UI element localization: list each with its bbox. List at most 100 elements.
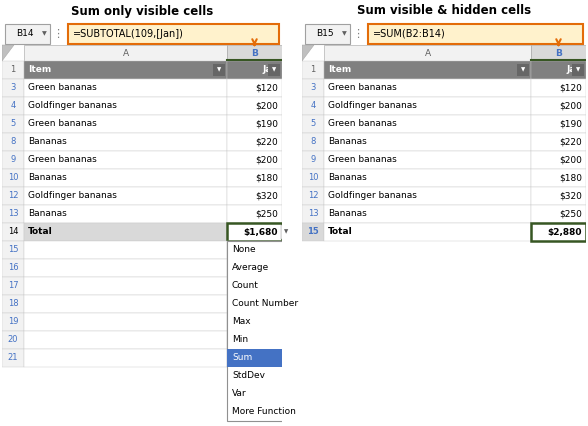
Text: A: A [425,49,430,58]
Text: Max: Max [232,317,250,326]
Text: ⋮: ⋮ [352,29,363,39]
FancyBboxPatch shape [24,79,227,97]
Text: $190: $190 [559,120,582,129]
Text: $220: $220 [255,138,278,147]
Text: Bananas: Bananas [328,138,367,147]
Text: 15: 15 [8,245,18,254]
Text: =SUBTOTAL(109,[Jan]): =SUBTOTAL(109,[Jan]) [73,29,184,39]
Text: Green bananas: Green bananas [328,83,397,92]
FancyBboxPatch shape [2,79,24,97]
Text: B: B [555,49,562,58]
FancyBboxPatch shape [302,115,324,133]
FancyBboxPatch shape [227,349,282,367]
FancyBboxPatch shape [24,115,227,133]
FancyBboxPatch shape [531,45,586,61]
FancyBboxPatch shape [531,97,586,115]
FancyBboxPatch shape [227,349,310,367]
Text: 19: 19 [8,317,18,326]
Text: Sum: Sum [232,354,252,363]
Text: $220: $220 [559,138,582,147]
FancyBboxPatch shape [227,331,282,349]
FancyBboxPatch shape [227,241,310,421]
FancyBboxPatch shape [2,169,24,187]
FancyBboxPatch shape [281,225,291,239]
Text: Count: Count [232,282,259,291]
FancyBboxPatch shape [324,133,531,151]
Text: Sum only visible cells: Sum only visible cells [71,5,213,17]
FancyBboxPatch shape [324,169,531,187]
FancyBboxPatch shape [227,223,282,241]
FancyBboxPatch shape [227,133,282,151]
Text: $250: $250 [255,210,278,219]
Text: 5: 5 [11,120,16,129]
Text: $120: $120 [559,83,582,92]
FancyBboxPatch shape [24,133,227,151]
Text: Item: Item [28,66,51,75]
Text: =SUM(B2:B14): =SUM(B2:B14) [373,29,446,39]
Text: 10: 10 [8,173,18,182]
Text: Total: Total [328,227,353,236]
Text: 8: 8 [11,138,16,147]
Text: Bananas: Bananas [28,138,67,147]
FancyBboxPatch shape [227,277,282,295]
Text: 17: 17 [8,282,18,291]
FancyBboxPatch shape [24,187,227,205]
FancyBboxPatch shape [5,24,50,44]
Text: $200: $200 [255,155,278,164]
Text: Bananas: Bananas [328,173,367,182]
FancyBboxPatch shape [227,115,282,133]
Text: 13: 13 [308,210,318,219]
FancyBboxPatch shape [24,313,227,331]
Text: Count Number: Count Number [232,299,298,308]
FancyBboxPatch shape [324,79,531,97]
Text: 14: 14 [8,227,18,236]
FancyBboxPatch shape [2,241,24,259]
FancyBboxPatch shape [227,61,282,79]
Text: Green bananas: Green bananas [328,155,397,164]
Text: 3: 3 [310,83,316,92]
FancyBboxPatch shape [2,205,24,223]
FancyBboxPatch shape [24,169,227,187]
Text: $200: $200 [255,101,278,110]
FancyBboxPatch shape [227,151,282,169]
FancyBboxPatch shape [531,151,586,169]
FancyBboxPatch shape [227,313,282,331]
FancyBboxPatch shape [2,259,24,277]
FancyBboxPatch shape [531,187,586,205]
FancyBboxPatch shape [302,223,324,241]
FancyBboxPatch shape [24,151,227,169]
Text: Bananas: Bananas [28,173,67,182]
FancyBboxPatch shape [227,205,282,223]
Text: 8: 8 [310,138,316,147]
Text: Green bananas: Green bananas [28,83,97,92]
FancyBboxPatch shape [24,205,227,223]
Text: ▼: ▼ [284,230,288,234]
Text: Goldfinger bananas: Goldfinger bananas [328,101,417,110]
Polygon shape [302,45,314,61]
FancyBboxPatch shape [24,97,227,115]
Text: Bananas: Bananas [28,210,67,219]
FancyBboxPatch shape [324,45,531,61]
Text: Min: Min [232,336,248,345]
Text: $190: $190 [255,120,278,129]
Text: Item: Item [328,66,351,75]
Text: 12: 12 [308,192,318,201]
Text: Sum visible & hidden cells: Sum visible & hidden cells [357,5,531,17]
FancyBboxPatch shape [24,61,227,79]
FancyBboxPatch shape [2,151,24,169]
FancyBboxPatch shape [531,133,586,151]
Text: B15: B15 [316,29,334,38]
Text: Green bananas: Green bananas [28,155,97,164]
Text: ⋮: ⋮ [52,29,64,39]
Text: $320: $320 [255,192,278,201]
Text: B: B [251,49,258,58]
Text: Goldfinger bananas: Goldfinger bananas [28,192,117,201]
FancyBboxPatch shape [302,97,324,115]
Text: 13: 13 [8,210,18,219]
Text: Var: Var [232,389,246,398]
Text: 3: 3 [11,83,16,92]
FancyBboxPatch shape [302,205,324,223]
FancyBboxPatch shape [227,241,282,259]
FancyBboxPatch shape [531,223,586,241]
Text: Jan: Jan [262,66,278,75]
